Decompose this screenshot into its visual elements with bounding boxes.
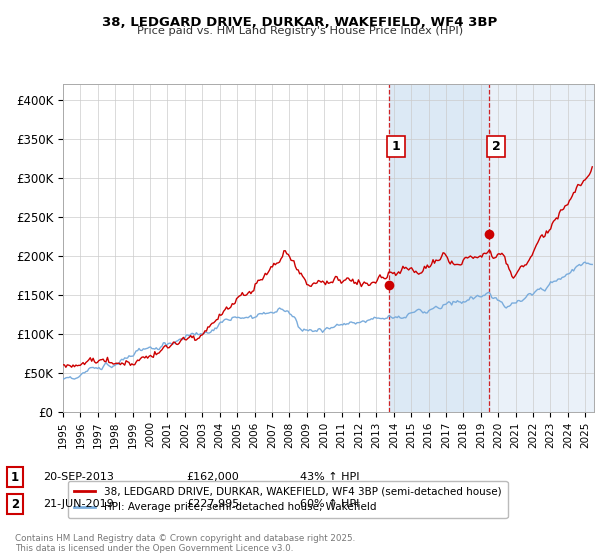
Bar bbox=[389, 84, 489, 412]
Text: 60% ↑ HPI: 60% ↑ HPI bbox=[300, 499, 359, 509]
Text: 21-JUN-2019: 21-JUN-2019 bbox=[43, 499, 114, 509]
Text: 20-SEP-2013: 20-SEP-2013 bbox=[43, 472, 114, 482]
Text: 43% ↑ HPI: 43% ↑ HPI bbox=[300, 472, 359, 482]
Text: 2: 2 bbox=[11, 497, 19, 511]
Text: 1: 1 bbox=[11, 470, 19, 484]
Text: £162,000: £162,000 bbox=[186, 472, 239, 482]
Text: 1: 1 bbox=[392, 140, 400, 153]
Text: Contains HM Land Registry data © Crown copyright and database right 2025.
This d: Contains HM Land Registry data © Crown c… bbox=[15, 534, 355, 553]
Bar bbox=[489, 84, 594, 412]
Text: 2: 2 bbox=[491, 140, 500, 153]
Legend: 38, LEDGARD DRIVE, DURKAR, WAKEFIELD, WF4 3BP (semi-detached house), HPI: Averag: 38, LEDGARD DRIVE, DURKAR, WAKEFIELD, WF… bbox=[68, 480, 508, 519]
Text: Price paid vs. HM Land Registry's House Price Index (HPI): Price paid vs. HM Land Registry's House … bbox=[137, 26, 463, 36]
Text: £227,995: £227,995 bbox=[186, 499, 239, 509]
Text: 38, LEDGARD DRIVE, DURKAR, WAKEFIELD, WF4 3BP: 38, LEDGARD DRIVE, DURKAR, WAKEFIELD, WF… bbox=[103, 16, 497, 29]
